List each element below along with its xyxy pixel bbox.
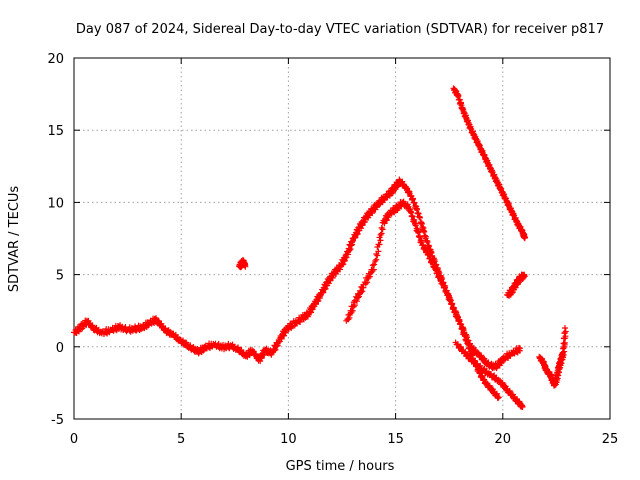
- y-tick-label: 10: [47, 196, 64, 211]
- series-late-decline: [450, 85, 528, 242]
- y-tick-label: 20: [47, 52, 64, 67]
- x-tick-label: 0: [70, 432, 78, 447]
- series-cluster-22h: [536, 325, 569, 389]
- y-axis-label: SDTVAR / TECUs: [7, 186, 22, 293]
- x-tick-label: 25: [602, 432, 619, 447]
- series-cluster-7.8h: [236, 257, 249, 271]
- y-tick-label: 5: [56, 269, 64, 284]
- grid: [74, 58, 610, 419]
- data-points: [71, 85, 569, 410]
- y-tick-label: -5: [51, 413, 64, 428]
- x-tick-label: 5: [177, 432, 185, 447]
- x-axis-label: GPS time / hours: [286, 459, 395, 474]
- data-point: [371, 261, 378, 268]
- axis-ticks: 0 5 10 15 20 25 -5 0 5 10 15 20: [47, 52, 618, 447]
- x-tick-label: 20: [495, 432, 512, 447]
- plot-frame: [73, 57, 611, 420]
- x-tick-label: 10: [280, 432, 297, 447]
- x-tick-label: 15: [387, 432, 404, 447]
- series-lower-branch: [452, 339, 526, 410]
- y-tick-label: 0: [56, 341, 64, 356]
- y-tick-label: 15: [47, 124, 64, 139]
- series-cluster-20.5h: [504, 271, 528, 299]
- chart-title: Day 087 of 2024, Sidereal Day-to-day VTE…: [76, 22, 604, 37]
